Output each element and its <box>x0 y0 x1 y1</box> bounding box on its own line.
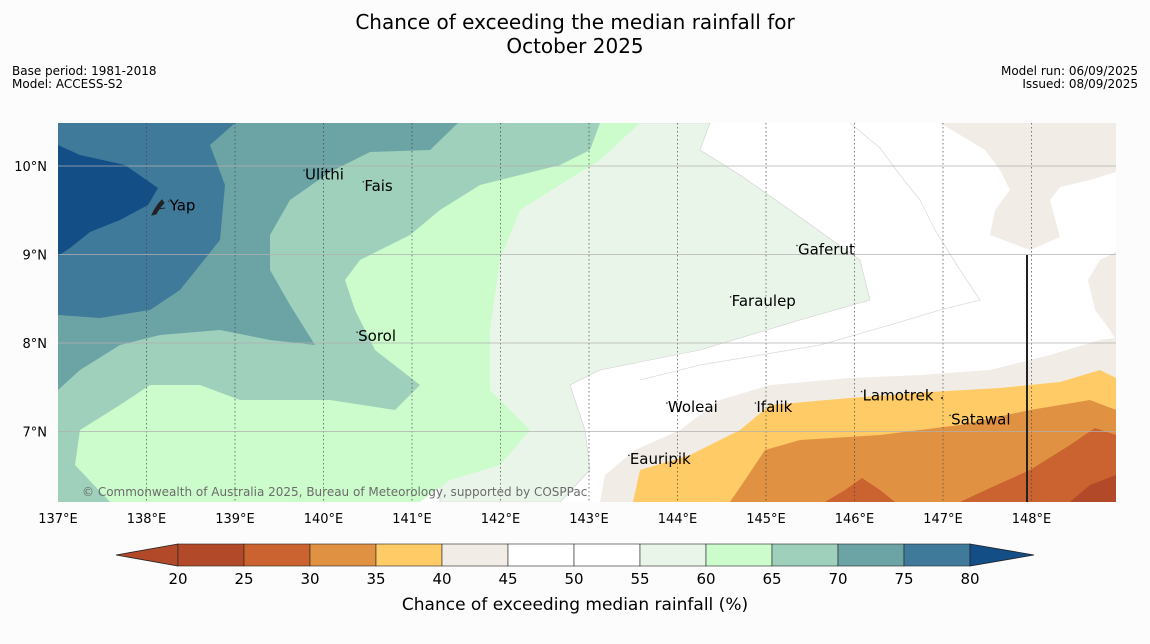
x-axis-ticks: 137°E 138°E 139°E 140°E 141°E 142°E 143°E 144°E… <box>38 512 1051 527</box>
contour-20-25 <box>1070 475 1116 502</box>
contour-25-30-patch <box>825 478 895 502</box>
colorbar-tick-label: 30 <box>300 570 319 588</box>
gridlines <box>58 123 1116 502</box>
place-label: Woleai <box>668 398 718 416</box>
colorbar-segment <box>903 543 971 567</box>
colorbar-extend-low <box>115 543 179 567</box>
title-line-1: Chance of exceeding the median rainfall … <box>355 10 795 34</box>
contour-80-plus <box>58 145 158 256</box>
island-marker <box>356 331 358 334</box>
base-period-text: Base period: 1981-2018 <box>12 64 157 78</box>
colorbar-segment <box>705 543 773 567</box>
place-label: Faraulep <box>732 292 796 310</box>
colorbar-title: Chance of exceeding median rainfall (%) <box>402 595 748 615</box>
place-label: Ulithi <box>305 165 344 183</box>
x-tick-label: 138°E <box>127 512 167 527</box>
x-tick-label: 142°E <box>481 512 521 527</box>
x-tick-label: 147°E <box>923 512 963 527</box>
x-tick-label: 140°E <box>304 512 344 527</box>
colorbar-segment <box>837 543 905 567</box>
map-title: Chance of exceeding the median rainfall … <box>0 10 1150 58</box>
island-marker <box>941 397 943 399</box>
y-axis-ticks: 10°N 9°N 8°N 7°N <box>14 160 47 441</box>
colorbar-tick-label: 60 <box>696 570 715 588</box>
island-marker <box>754 402 757 404</box>
x-tick-label: 139°E <box>215 512 255 527</box>
y-tick-label: 8°N <box>23 337 48 352</box>
place-label: Yap <box>169 196 196 214</box>
island-marker <box>628 454 630 457</box>
colorbar-segment <box>309 543 377 567</box>
colorbar-tick-label: 35 <box>366 570 385 588</box>
colorbar-tick-label: 55 <box>630 570 649 588</box>
island-marker <box>666 402 668 404</box>
island-marker <box>949 414 951 417</box>
island-marker <box>362 180 365 183</box>
issued-text: Issued: 08/09/2025 <box>1022 77 1138 91</box>
y-tick-label: 9°N <box>23 249 48 264</box>
colorbar-tick-label: 50 <box>564 570 583 588</box>
contour-55-60 <box>439 123 871 502</box>
place-label: Ifalik <box>756 398 792 416</box>
colorbar-segment <box>375 543 443 567</box>
place-label: Satawal <box>951 410 1010 428</box>
colorbar: 20 25 30 35 40 45 50 55 60 65 70 75 80 <box>115 543 1035 588</box>
base-period-info: Base period: 1981-2018 Model: ACCESS-S2 <box>12 65 157 91</box>
model-text: Model: ACCESS-S2 <box>12 77 124 91</box>
island-marker <box>860 390 863 393</box>
x-tick-label: 145°E <box>746 512 786 527</box>
map-contours <box>58 123 1116 502</box>
copyright-text: © Commonwealth of Australia 2025, Bureau… <box>82 485 587 499</box>
x-tick-label: 141°E <box>392 512 432 527</box>
contour-40-45-north <box>940 123 1116 250</box>
x-tick-label: 137°E <box>38 512 78 527</box>
colorbar-tick-label: 40 <box>432 570 451 588</box>
x-tick-label: 144°E <box>658 512 698 527</box>
colorbar-segment <box>243 543 311 567</box>
colorbar-tick-label: 20 <box>168 570 187 588</box>
colorbar-segment <box>573 543 641 567</box>
colorbar-tick-label: 25 <box>234 570 253 588</box>
contour-line-50 <box>639 123 981 381</box>
x-tick-label: 146°E <box>835 512 875 527</box>
y-tick-label: 7°N <box>23 426 48 441</box>
x-tick-label: 143°E <box>569 512 609 527</box>
colorbar-segment <box>441 543 509 567</box>
place-label: Lamotrek <box>863 387 934 405</box>
colorbar-segment <box>507 543 575 567</box>
model-run-text: Model run: 06/09/2025 <box>1000 64 1138 78</box>
yap-island-icon <box>151 199 166 216</box>
island-marker <box>303 169 305 172</box>
place-label: Eauripik <box>630 450 691 468</box>
contour-25-30 <box>960 428 1116 502</box>
colorbar-tick-label: 45 <box>498 570 517 588</box>
title-line-2: October 2025 <box>506 34 644 58</box>
x-tick-label: 148°E <box>1012 512 1052 527</box>
colorbar-tick-label: 65 <box>762 570 781 588</box>
island-marker <box>729 296 732 298</box>
place-label: Sorol <box>358 327 396 345</box>
colorbar-tick-label: 80 <box>960 570 979 588</box>
colorbar-segment <box>771 543 839 567</box>
y-tick-label: 10°N <box>14 160 47 175</box>
colorbar-tick-label: 75 <box>894 570 913 588</box>
colorbar-segment <box>639 543 707 567</box>
contour-40-45-east <box>1088 252 1116 340</box>
place-labels: Ulithi Fais Yap Gaferut Faraulep Sorol Lamotre… <box>167 165 1011 468</box>
colorbar-segment <box>177 543 245 567</box>
model-run-info: Model run: 06/09/2025 Issued: 08/09/2025 <box>1001 65 1138 91</box>
island-marker <box>167 200 170 203</box>
place-label: Fais <box>364 177 393 195</box>
island-marker <box>796 244 798 247</box>
colorbar-extend-high <box>969 543 1035 567</box>
place-label: Gaferut <box>798 241 855 259</box>
colorbar-tick-label: 70 <box>828 570 847 588</box>
